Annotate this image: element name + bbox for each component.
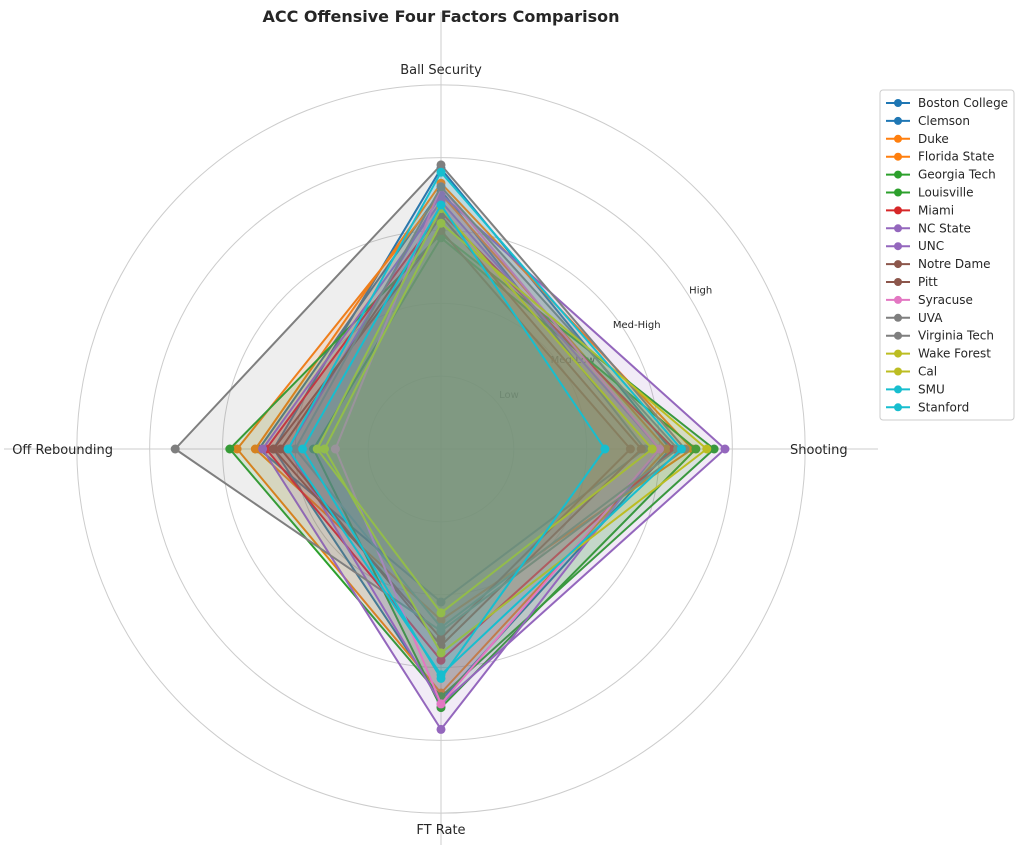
- legend-label-1: Clemson: [918, 114, 970, 128]
- legend-marker-17: [894, 403, 902, 412]
- legend-label-2: Duke: [918, 132, 949, 146]
- legend-marker-12: [894, 313, 902, 322]
- legend-label-17: Stanford: [918, 400, 969, 414]
- series-14-point-2: [312, 444, 322, 454]
- series-0-point-3: [436, 597, 446, 607]
- series-10-point-2: [276, 444, 286, 454]
- legend-label-15: Cal: [918, 365, 937, 379]
- series-9-point-2: [269, 444, 278, 454]
- series-12-point-2: [170, 444, 180, 454]
- axis-label-3: FT Rate: [416, 823, 465, 838]
- series-4-point-0: [691, 444, 701, 454]
- series-17-point-1: [436, 200, 446, 210]
- series-10-point-0: [636, 444, 646, 454]
- series-5-point-0: [709, 444, 719, 454]
- ring-labels: Low Med-Low Med-High High: [499, 285, 712, 401]
- legend-marker-11: [894, 295, 902, 304]
- series-fill-15: [324, 223, 707, 653]
- legend-marker-9: [894, 260, 902, 269]
- legend-label-5: Louisville: [918, 186, 974, 200]
- series-15-point-0: [702, 444, 712, 454]
- legend-marker-13: [894, 331, 902, 340]
- series-3-point-2: [250, 444, 260, 454]
- legend-marker-15: [894, 367, 902, 376]
- series-11-point-3: [436, 699, 446, 709]
- series-fill-2: [237, 194, 667, 693]
- legend-marker-16: [894, 385, 902, 394]
- legend-label-16: SMU: [918, 382, 945, 396]
- legend-label-7: NC State: [918, 221, 971, 235]
- legend-marker-7: [894, 224, 902, 233]
- ring-label-2: Med-High: [613, 320, 661, 331]
- axis-labels: Shooting Ball Security Off Rebounding FT Ra…: [12, 63, 847, 838]
- series-11-point-2: [330, 444, 340, 454]
- series-fill-14: [317, 208, 653, 613]
- legend-marker-2: [894, 134, 902, 143]
- series-16-point-1: [436, 167, 446, 177]
- legend-marker-1: [894, 116, 902, 125]
- series-15-point-2: [320, 444, 329, 454]
- series-17-point-3: [436, 673, 446, 683]
- series-fill-11: [335, 186, 660, 704]
- series-14-point-0: [647, 444, 657, 454]
- series-14-point-3: [436, 608, 446, 618]
- series-13-point-3: [436, 622, 446, 632]
- series-fill-13: [295, 186, 678, 628]
- series-8-point-3: [436, 724, 446, 734]
- legend-label-14: Wake Forest: [918, 347, 991, 361]
- series-layer: [170, 160, 730, 734]
- series-11-point-0: [655, 444, 664, 454]
- legend-label-11: Syracuse: [918, 293, 973, 307]
- series-6-point-3: [436, 655, 446, 665]
- series-13-point-2: [290, 444, 300, 454]
- series-16-point-0: [676, 444, 686, 454]
- series-15-point-1: [436, 218, 446, 228]
- series-16-point-2: [283, 444, 293, 454]
- legend-label-6: Miami: [918, 203, 954, 217]
- legend-label-3: Florida State: [918, 150, 994, 164]
- legend-marker-10: [894, 278, 902, 286]
- series-fill-16: [288, 172, 682, 675]
- ring-label-3: High: [689, 285, 712, 296]
- legend-marker-14: [894, 349, 902, 358]
- axis-label-2: Off Rebounding: [12, 443, 113, 458]
- legend-label-8: UNC: [918, 239, 944, 253]
- series-13-point-1: [436, 182, 446, 192]
- legend-label-0: Boston College: [918, 96, 1008, 110]
- series-5-point-2: [225, 444, 235, 454]
- axis-label-1: Ball Security: [400, 63, 482, 78]
- axis-label-0: Shooting: [790, 443, 848, 458]
- legend-label-12: UVA: [918, 311, 943, 325]
- series-2-point-0: [662, 444, 672, 454]
- legend: Boston College Clemson Duke Florida State Ge…: [879, 89, 1015, 421]
- series-8-point-2: [258, 444, 268, 454]
- series-15-point-3: [436, 648, 446, 658]
- legend-marker-3: [894, 152, 902, 161]
- legend-marker-5: [894, 188, 902, 197]
- series-9-point-0: [625, 444, 635, 454]
- series-17-point-2: [298, 444, 308, 454]
- legend-label-10: Pitt: [918, 275, 938, 289]
- legend-marker-4: [894, 170, 902, 179]
- legend-label-4: Georgia Tech: [918, 168, 996, 182]
- series-7-point-0: [720, 444, 730, 454]
- series-fill-10: [280, 215, 642, 646]
- ring-label-0: Low: [499, 390, 519, 401]
- legend-marker-0: [894, 99, 902, 107]
- ring-label-1: Med-Low: [551, 355, 595, 366]
- series-fill-17: [302, 205, 605, 679]
- legend-marker-8: [894, 242, 902, 251]
- series-2-point-2: [232, 444, 242, 454]
- series-9-point-3: [436, 633, 446, 643]
- series-fill-4: [313, 237, 696, 708]
- series-12-point-1: [436, 160, 446, 170]
- legend-frame: [879, 89, 1015, 421]
- legend-label-13: Virginia Tech: [918, 329, 994, 343]
- series-3-point-3: [436, 615, 446, 625]
- legend-marker-6: [894, 206, 902, 215]
- legend-label-9: Notre Dame: [918, 257, 991, 271]
- series-17-point-0: [600, 444, 610, 454]
